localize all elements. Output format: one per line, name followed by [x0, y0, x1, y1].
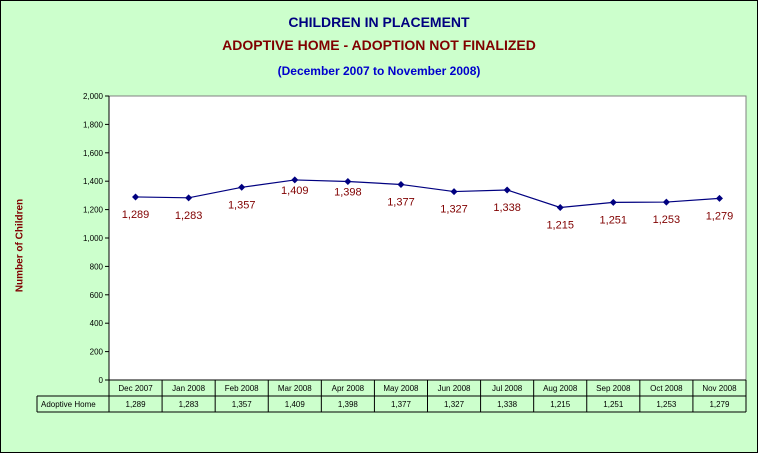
table-series-name: Adoptive Home [41, 400, 96, 409]
x-category-label: Apr 2008 [332, 384, 365, 393]
table-value-cell: 1,338 [497, 400, 518, 409]
data-point [609, 198, 617, 206]
data-point [397, 180, 405, 188]
table-value-cell: 1,215 [550, 400, 571, 409]
data-label: 1,251 [600, 214, 628, 226]
data-label: 1,327 [440, 204, 468, 216]
data-label: 1,283 [175, 210, 203, 222]
data-label: 1,409 [281, 185, 309, 197]
data-label: 1,377 [387, 196, 415, 208]
y-tick-label: 600 [90, 291, 104, 300]
table-value-cell: 1,327 [444, 400, 465, 409]
table-value-cell: 1,377 [391, 400, 412, 409]
table-value-cell: 1,289 [126, 400, 147, 409]
data-label: 1,289 [122, 209, 150, 221]
series-line-adoptive-home [135, 179, 720, 209]
chart-title: CHILDREN IN PLACEMENT [288, 14, 470, 30]
data-point [662, 198, 670, 206]
data-label: 1,398 [334, 186, 362, 198]
x-category-label: Aug 2008 [543, 384, 578, 393]
data-label: 1,279 [706, 210, 734, 222]
y-tick-label: 200 [90, 348, 104, 357]
table-value-cell: 1,251 [603, 400, 624, 409]
x-category-label: Jul 2008 [492, 384, 523, 393]
x-category-label: Feb 2008 [225, 384, 259, 393]
x-category-label: Jan 2008 [172, 384, 205, 393]
data-point [238, 183, 246, 191]
plot-area [108, 95, 747, 381]
x-category-label: Nov 2008 [702, 384, 737, 393]
y-tick-label: 1,600 [83, 149, 104, 158]
data-point [344, 177, 352, 185]
y-tick-label: 0 [99, 376, 104, 385]
y-tick-label: 1,400 [83, 177, 104, 186]
y-tick-label: 400 [90, 319, 104, 328]
chart-period: (December 2007 to November 2008) [277, 64, 481, 78]
data-label: 1,215 [546, 219, 574, 231]
x-category-label: Mar 2008 [278, 384, 312, 393]
data-point [185, 194, 193, 202]
table-value-cell: 1,409 [285, 400, 306, 409]
table-value-cell: 1,253 [656, 400, 677, 409]
y-tick-label: 800 [90, 262, 104, 271]
data-label: 1,357 [228, 199, 256, 211]
table-value-cell: 1,279 [709, 400, 730, 409]
y-tick-label: 2,000 [83, 92, 104, 101]
table-value-cell: 1,398 [338, 400, 359, 409]
y-tick-label: 1,200 [83, 206, 104, 215]
table-value-cell: 1,283 [179, 400, 200, 409]
data-point [291, 176, 299, 184]
data-label: 1,253 [653, 214, 681, 226]
x-category-label: May 2008 [383, 384, 419, 393]
data-point [132, 193, 140, 201]
data-point [450, 188, 458, 196]
y-tick-label: 1,000 [83, 234, 104, 243]
x-category-label: Jun 2008 [438, 384, 471, 393]
table-value-cell: 1,357 [232, 400, 253, 409]
data-point [556, 203, 564, 211]
x-category-label: Dec 2007 [118, 384, 153, 393]
data-point [503, 186, 511, 194]
chart-subtitle: ADOPTIVE HOME - ADOPTION NOT FINALIZED [222, 37, 536, 53]
x-category-label: Oct 2008 [650, 384, 683, 393]
data-label: 1,338 [493, 202, 521, 214]
y-tick-label: 1,800 [83, 120, 104, 129]
data-point [715, 194, 723, 202]
x-category-label: Sep 2008 [596, 384, 631, 393]
